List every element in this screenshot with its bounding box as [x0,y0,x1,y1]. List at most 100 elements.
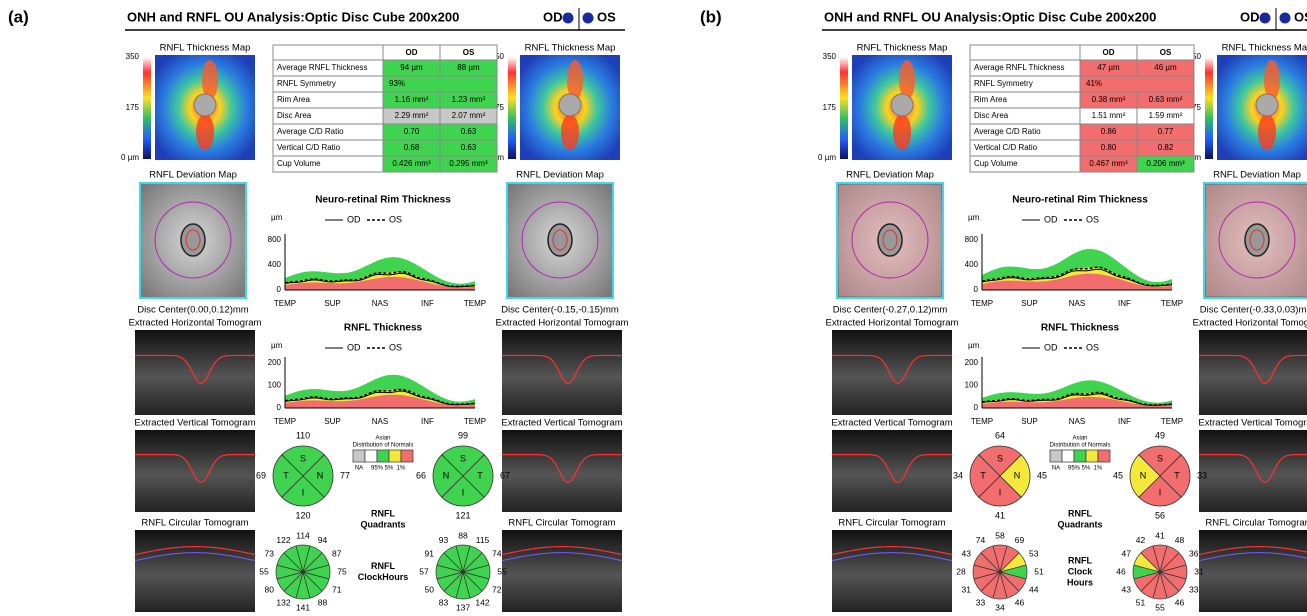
row-label: Rim Area [974,95,1007,104]
quadrant-letter: N [443,470,450,480]
legend-label: OS [389,214,402,224]
normals-swatch [377,450,389,462]
clock-value: 46 [1015,597,1025,607]
scale-bar [143,57,151,159]
quadrant-value: 120 [295,510,310,520]
tomogram-title: Extracted Vertical Tomogram [831,418,952,429]
y-tick-label: 400 [268,260,282,269]
quadrant-letter: S [1157,453,1163,463]
clock-value: 87 [332,548,342,558]
panel-label: (a) [8,7,29,26]
legend-label: OD [347,214,361,224]
quadrant-letter: T [477,470,483,480]
clock-value: 36 [1189,548,1199,558]
os-dot [583,13,594,24]
clock-hours-label: RNFL [1068,555,1092,565]
tomogram [832,430,952,512]
clock-value: 142 [475,597,489,607]
tomogram-title: RNFL Circular Tomogram [508,518,615,529]
row-label: Vertical C/D Ratio [277,143,341,152]
clock-value: 74 [976,535,986,545]
quadrant-letter: T [1174,470,1180,480]
x-tick-label: SUP [324,299,340,308]
tomogram [832,530,952,612]
table-value: 88 µm [457,63,480,72]
tomogram-title: Extracted Vertical Tomogram [501,418,622,429]
clock-value: 42 [1136,535,1146,545]
scale-label: 350 [823,52,837,61]
normals-title: Distribution of Normals [353,443,414,449]
tomogram-title: RNFL Circular Tomogram [838,518,945,529]
table-value: 0.426 mm³ [392,159,431,168]
normals-label: 1% [1094,466,1103,472]
deviation-map-title: RNFL Deviation Map [846,170,934,181]
scale-label: 175 [126,103,140,112]
quadrant-value: 41 [995,510,1005,520]
quadrant-value: 33 [1197,470,1207,480]
clock-value: 55 [1155,602,1165,612]
table-value: 0.38 mm² [1092,95,1126,104]
clock-value: 88 [318,597,328,607]
os-dot [1280,13,1291,24]
od-label: OD [1240,9,1260,24]
optic-disc [891,94,913,116]
clock-value: 91 [424,548,434,558]
clock-value: 51 [1034,566,1044,576]
quadrant-value: 121 [455,510,470,520]
table-value: 0.80 [1101,143,1117,152]
y-tick-label: 800 [268,235,282,244]
x-tick-label: NAS [372,299,388,308]
thickness-map-title: RNFL Thickness Map [525,43,616,54]
clock-value: 57 [419,566,429,576]
normals-label: 1% [397,466,406,472]
graph-title: RNFL Thickness [344,323,423,334]
normals-label: NA [355,466,363,472]
normals-swatch [401,450,413,462]
clock-value: 74 [492,548,502,558]
legend-label: OS [389,342,402,352]
x-tick-label: SUP [324,417,340,426]
normals-swatch [1074,450,1086,462]
x-tick-label: SUP [1021,299,1037,308]
y-tick-label: 0 [974,285,979,294]
clock-value: 51 [1136,597,1146,607]
optic-disc [559,94,581,116]
x-tick-label: INF [1118,299,1131,308]
x-tick-label: TEMP [971,299,993,308]
quadrant-value: 45 [1037,470,1047,480]
normals-label: 95% [1068,466,1081,472]
normals-swatch [1086,450,1098,462]
tomogram-title: Extracted Horizontal Tomogram [1193,318,1307,329]
optic-disc [1256,94,1278,116]
od-dot [1260,13,1271,24]
quadrants-label: RNFL [371,508,395,518]
tomogram [135,530,255,612]
clock-value: 44 [1029,584,1039,594]
clock-value: 71 [332,584,342,594]
thickness-map-title: RNFL Thickness Map [1222,43,1307,54]
clock-value: 115 [476,535,490,545]
y-tick-label: 800 [965,235,979,244]
table-value: 0.295 mm³ [449,159,488,168]
quadrant-value: 64 [995,430,1005,440]
y-tick-label: 0 [974,403,979,412]
y-tick-label: 200 [268,358,282,367]
table-header: OD [1103,48,1115,57]
row-label: RNFL Symmetry [974,79,1033,88]
thickness-lobe [196,114,214,150]
x-tick-label: INF [421,417,434,426]
disc-center: Disc Center(-0.15,-0.15)mm [501,305,619,316]
quadrant-value: 77 [340,470,350,480]
tomogram-title: Extracted Horizontal Tomogram [826,318,959,329]
tomogram [502,330,622,415]
legend-label: OS [1086,214,1099,224]
scale-label: 175 [823,103,837,112]
clock-value: 80 [264,584,274,594]
table-value: 41% [1086,79,1102,88]
od-dot [563,13,574,24]
clock-value: 58 [995,530,1005,540]
deviation-map-title: RNFL Deviation Map [149,170,237,181]
clock-value: 141 [296,602,310,612]
clock-value: 73 [264,548,274,558]
clock-value: 41 [1155,530,1165,540]
